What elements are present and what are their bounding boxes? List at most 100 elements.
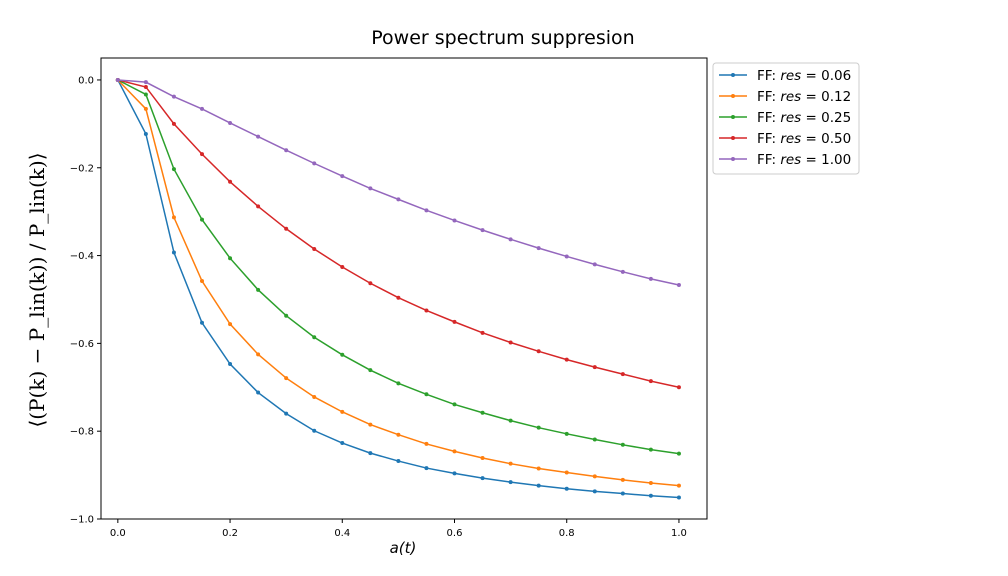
- data-point: [228, 179, 233, 184]
- legend-item: FF: res = 0.12: [719, 89, 851, 105]
- legend-box: [712, 62, 860, 175]
- data-point: [284, 313, 289, 318]
- plot-area: [101, 58, 707, 519]
- data-point: [648, 493, 653, 498]
- legend-item: FF: res = 0.25: [719, 110, 851, 126]
- series-3: [115, 77, 681, 456]
- data-point: [200, 106, 204, 111]
- data-point: [340, 174, 345, 179]
- data-point: [564, 254, 569, 259]
- data-point: [480, 410, 485, 415]
- plot-frame: [100, 57, 708, 520]
- data-point: [676, 451, 681, 456]
- data-point: [115, 77, 120, 82]
- data-point: [396, 381, 401, 386]
- data-point: [648, 276, 653, 281]
- legend-label: FF: res = 0.06: [757, 68, 851, 84]
- data-point: [564, 470, 569, 475]
- data-point: [171, 167, 176, 172]
- data-point: [200, 320, 204, 325]
- data-point: [284, 376, 289, 381]
- data-point: [284, 148, 289, 153]
- data-point: [620, 269, 625, 274]
- x-axis-label: a(t): [390, 539, 417, 557]
- data-point: [620, 491, 625, 496]
- data-point: [256, 287, 261, 292]
- data-point: [340, 264, 345, 269]
- data-point: [480, 455, 485, 460]
- data-point: [200, 152, 204, 157]
- data-point: [480, 228, 485, 233]
- data-point: [143, 80, 148, 85]
- data-point: [228, 322, 233, 327]
- data-point: [648, 379, 653, 384]
- data-point: [340, 441, 345, 446]
- data-point: [676, 495, 681, 500]
- y-axis-label-text: ⟨(P(k) − P_lin(k)) / P_lin(k)⟩: [25, 152, 49, 427]
- data-point: [228, 362, 233, 367]
- data-point: [452, 218, 457, 223]
- data-point: [620, 442, 625, 447]
- data-point: [171, 121, 176, 126]
- data-point: [480, 476, 485, 481]
- data-point: [200, 217, 204, 222]
- data-point: [508, 340, 513, 345]
- x-axis: 0.0 0.2 0.4 0.6 0.8 1.0: [110, 519, 687, 539]
- legend-swatch-marker: [731, 157, 735, 161]
- legend-swatch-marker: [731, 136, 735, 140]
- data-point: [228, 256, 233, 261]
- legend: FF: res = 0.06 FF: res = 0.12 FF: res = 0.…: [712, 62, 860, 175]
- data-point: [620, 372, 625, 377]
- data-point: [452, 449, 457, 454]
- data-point: [368, 368, 373, 373]
- legend-item: FF: res = 0.06: [719, 68, 851, 84]
- data-point: [143, 106, 148, 111]
- data-point: [536, 349, 541, 354]
- data-point: [312, 428, 317, 433]
- data-point: [424, 441, 429, 446]
- data-point: [564, 431, 569, 436]
- y-tick-label: −0.2: [70, 163, 94, 174]
- data-point: [284, 411, 289, 416]
- y-tick-label: −0.6: [70, 339, 94, 350]
- y-tick-label: −0.4: [70, 251, 94, 262]
- data-point: [592, 489, 597, 494]
- data-point: [284, 226, 289, 231]
- legend-label: FF: res = 1.00: [757, 152, 851, 168]
- data-point: [676, 483, 681, 488]
- data-point: [171, 94, 176, 99]
- data-point: [143, 84, 148, 89]
- data-point: [368, 422, 373, 427]
- data-point: [564, 486, 569, 491]
- data-point: [508, 480, 513, 485]
- data-point: [256, 352, 261, 357]
- series-layer: [115, 77, 681, 500]
- data-point: [424, 392, 429, 397]
- data-point: [200, 279, 204, 284]
- data-point: [452, 402, 457, 407]
- data-point: [368, 451, 373, 456]
- data-point: [256, 204, 261, 209]
- x-tick-label: 0.8: [559, 528, 575, 539]
- y-axis: 0.0 −0.2 −0.4 −0.6 −0.8 −1.0: [70, 75, 101, 526]
- legend-swatch-marker: [731, 115, 735, 119]
- x-tick-label: 0.6: [447, 528, 463, 539]
- data-point: [508, 418, 513, 423]
- legend-swatch-marker: [731, 73, 735, 77]
- y-tick-label: −1.0: [70, 515, 94, 526]
- data-point: [228, 120, 233, 125]
- data-point: [648, 447, 653, 452]
- legend-label: FF: res = 0.25: [757, 110, 851, 126]
- data-point: [396, 432, 401, 437]
- legend-swatch-marker: [731, 94, 735, 98]
- data-point: [508, 237, 513, 242]
- data-point: [452, 471, 457, 476]
- data-point: [676, 385, 681, 390]
- data-point: [368, 186, 373, 191]
- data-point: [592, 437, 597, 442]
- x-tick-label: 0.4: [334, 528, 350, 539]
- data-point: [536, 483, 541, 488]
- data-point: [396, 197, 401, 202]
- data-point: [143, 92, 148, 97]
